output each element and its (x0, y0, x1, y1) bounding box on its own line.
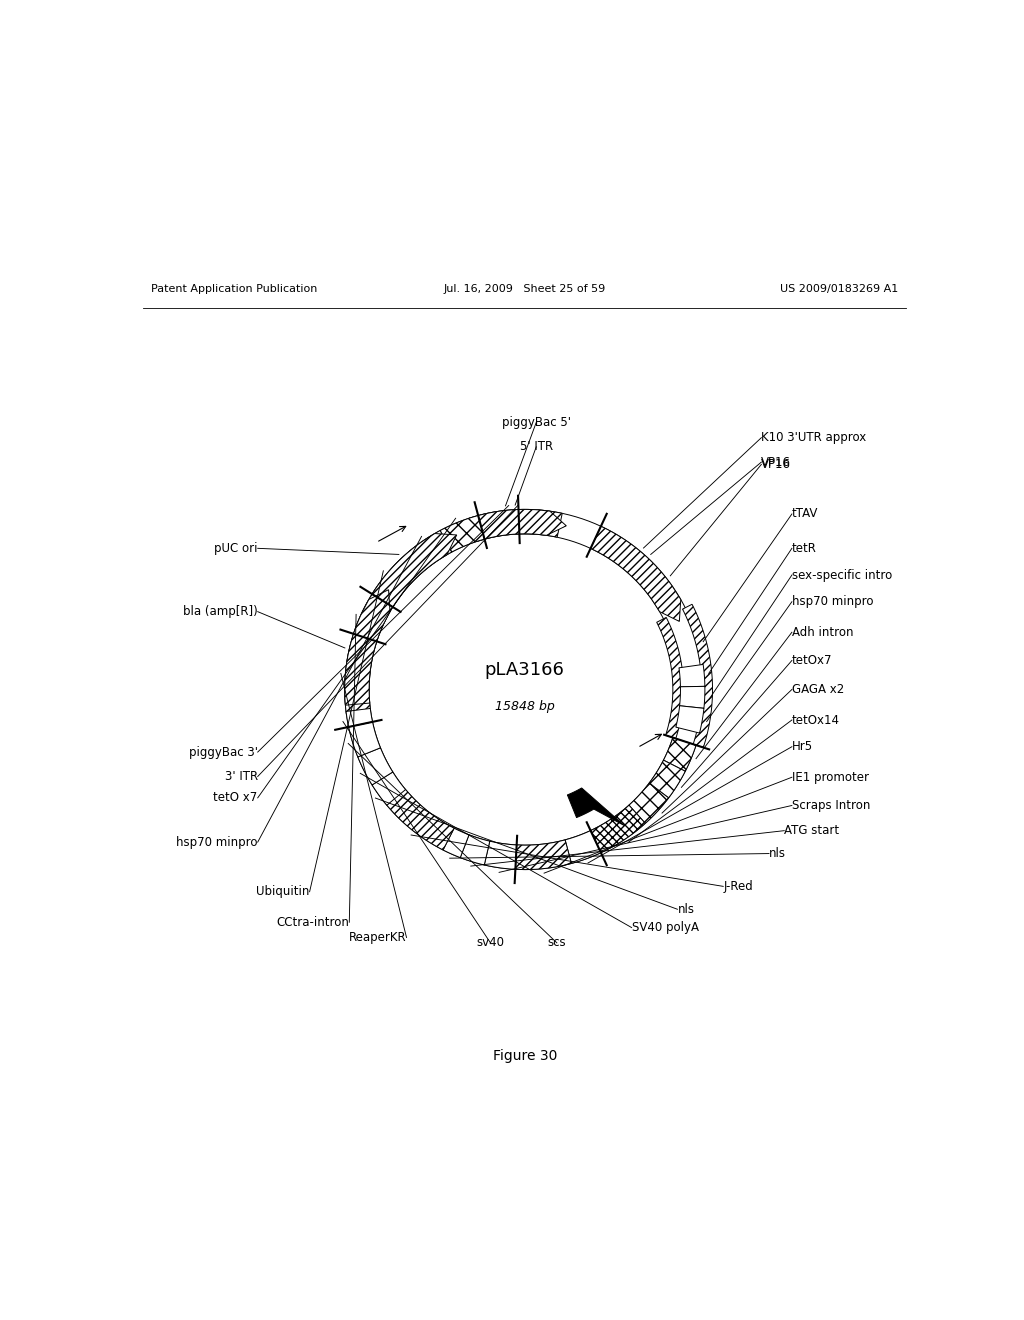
Text: Hr5: Hr5 (792, 741, 813, 754)
Polygon shape (384, 783, 454, 850)
Text: SV40 polyA: SV40 polyA (632, 921, 698, 935)
Polygon shape (649, 760, 685, 797)
Polygon shape (372, 772, 406, 805)
Text: tetOx7: tetOx7 (792, 653, 833, 667)
Text: piggyBac 3': piggyBac 3' (188, 746, 258, 759)
Polygon shape (369, 549, 431, 611)
Text: tetR: tetR (792, 541, 817, 554)
Polygon shape (409, 531, 452, 570)
Polygon shape (484, 841, 517, 870)
Polygon shape (348, 722, 381, 756)
Text: IE1 promoter: IE1 promoter (792, 771, 869, 784)
Text: 5' ITR: 5' ITR (520, 441, 553, 453)
Text: Jul. 16, 2009   Sheet 25 of 59: Jul. 16, 2009 Sheet 25 of 59 (443, 284, 606, 294)
Text: VP16: VP16 (762, 455, 792, 469)
Text: 3' ITR: 3' ITR (224, 770, 258, 783)
Polygon shape (679, 664, 705, 686)
Text: scs: scs (548, 936, 566, 949)
Text: bla (amp[R]): bla (amp[R]) (183, 605, 258, 618)
Polygon shape (683, 605, 713, 747)
Polygon shape (345, 620, 377, 714)
Text: Patent Application Publication: Patent Application Publication (151, 284, 317, 294)
Polygon shape (629, 783, 669, 824)
Polygon shape (591, 805, 645, 853)
Text: tetO x7: tetO x7 (213, 792, 258, 804)
Polygon shape (460, 834, 489, 865)
Polygon shape (680, 686, 705, 709)
Text: CCtra-intron: CCtra-intron (276, 916, 349, 929)
Text: tTAV: tTAV (792, 507, 818, 520)
Text: US 2009/0183269 A1: US 2009/0183269 A1 (780, 284, 899, 294)
Polygon shape (345, 590, 390, 705)
Text: J-Red: J-Red (723, 880, 753, 892)
Text: nls: nls (769, 847, 786, 861)
Text: Ubiquitin: Ubiquitin (256, 886, 309, 898)
Text: VP16: VP16 (762, 458, 792, 471)
Polygon shape (676, 706, 703, 733)
Polygon shape (591, 527, 681, 622)
Polygon shape (346, 709, 373, 727)
Polygon shape (498, 840, 571, 870)
Polygon shape (353, 599, 390, 642)
Text: tetOx14: tetOx14 (792, 714, 840, 726)
Polygon shape (372, 533, 457, 607)
Text: sv40: sv40 (476, 936, 505, 949)
Text: sex-specific intro: sex-specific intro (792, 569, 892, 582)
Text: piggyBac 5': piggyBac 5' (502, 416, 570, 429)
Polygon shape (478, 510, 566, 539)
Text: Scraps Intron: Scraps Intron (792, 799, 870, 812)
Text: hsp70 minpro: hsp70 minpro (792, 595, 873, 609)
Text: 15848 bp: 15848 bp (495, 700, 555, 713)
Text: Adh intron: Adh intron (792, 626, 853, 639)
Text: pUC ori: pUC ori (214, 541, 258, 554)
Polygon shape (565, 830, 601, 863)
Text: pLA3166: pLA3166 (484, 661, 565, 680)
Polygon shape (357, 748, 393, 785)
Polygon shape (443, 828, 469, 858)
Polygon shape (440, 516, 484, 552)
Text: ReaperKR: ReaperKR (349, 931, 407, 944)
Text: nls: nls (678, 903, 694, 916)
Polygon shape (456, 510, 562, 541)
Text: hsp70 minpro: hsp70 minpro (176, 836, 258, 849)
Polygon shape (656, 618, 683, 738)
Polygon shape (664, 738, 696, 771)
Text: GAGA x2: GAGA x2 (792, 682, 844, 696)
Text: Figure 30: Figure 30 (493, 1049, 557, 1063)
Text: ATG start: ATG start (784, 824, 840, 837)
Polygon shape (567, 788, 625, 826)
Text: K10 3'UTR approx: K10 3'UTR approx (762, 432, 866, 444)
